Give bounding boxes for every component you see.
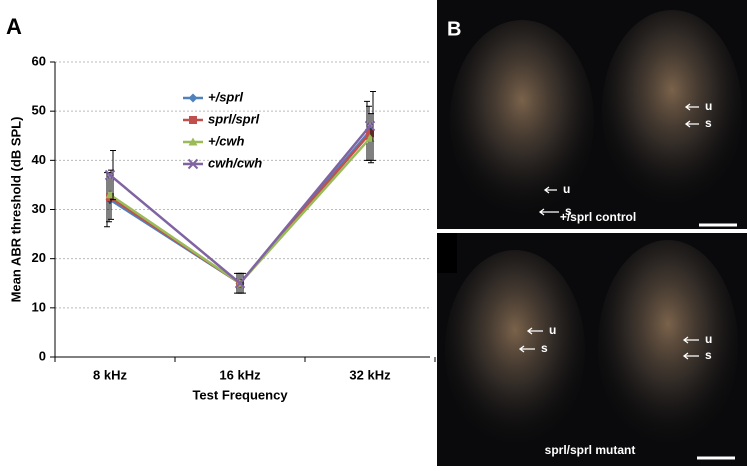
- legend-marker: [188, 137, 198, 146]
- annotation-arrow: [543, 186, 557, 194]
- y-tick-label: 10: [32, 299, 46, 314]
- photo-corner: [437, 233, 457, 273]
- specimen: [602, 10, 742, 210]
- specimen: [598, 240, 738, 450]
- specimen: [450, 20, 594, 220]
- legend-marker: [188, 93, 198, 103]
- annotation-arrow: [684, 120, 699, 128]
- annotation-label: s: [705, 348, 712, 362]
- y-tick-label: 30: [32, 201, 46, 216]
- x-tick-label: 16 kHz: [219, 367, 261, 382]
- annotation-label: u: [705, 332, 712, 346]
- annotation-arrow: [684, 103, 699, 111]
- y-tick-label: 40: [32, 152, 46, 167]
- annotation-label: u: [705, 99, 712, 113]
- marker: [365, 133, 375, 142]
- legend-label: cwh/cwh: [208, 155, 262, 170]
- annotation-label: s: [541, 341, 548, 355]
- annotation-arrow: [682, 352, 699, 360]
- panel-label: A: [6, 14, 22, 39]
- image-caption: +/sprl control: [560, 210, 636, 224]
- legend-label: +/sprl: [208, 89, 243, 104]
- x-tick-label: 8 kHz: [93, 367, 127, 382]
- annotation-label: s: [565, 204, 572, 218]
- annotation-label: s: [705, 116, 712, 130]
- image-caption: sprl/sprl mutant: [545, 443, 636, 457]
- y-axis-label: Mean ABR threshold (dB SPL): [8, 117, 23, 303]
- legend-label: sprl/sprl: [208, 111, 260, 126]
- y-tick-label: 60: [32, 53, 46, 68]
- annotation-arrow: [526, 327, 543, 335]
- legend-marker: [187, 158, 199, 170]
- error-bar: [240, 272, 246, 294]
- annotation-arrow: [682, 336, 699, 344]
- y-tick-label: 0: [39, 348, 46, 363]
- annotation-label: u: [549, 323, 556, 337]
- legend-marker: [189, 116, 197, 124]
- legend-label: +/cwh: [208, 133, 245, 148]
- marker: [234, 278, 246, 289]
- annotation-arrow: [518, 345, 535, 353]
- error-bar: [110, 150, 116, 201]
- series-line: [109, 125, 371, 286]
- error-bar: [370, 91, 376, 161]
- marker: [104, 169, 116, 181]
- annotation-label: u: [563, 182, 570, 196]
- x-tick-label: 32 kHz: [349, 367, 391, 382]
- marker: [364, 120, 376, 132]
- x-axis-label: Test Frequency: [192, 387, 288, 402]
- y-tick-label: 50: [32, 103, 46, 118]
- marker: [105, 190, 115, 199]
- specimen: [445, 250, 585, 450]
- marker: [366, 129, 374, 138]
- panel-label: B: [447, 18, 461, 40]
- y-tick-label: 20: [32, 250, 46, 265]
- annotation-arrow: [538, 208, 559, 216]
